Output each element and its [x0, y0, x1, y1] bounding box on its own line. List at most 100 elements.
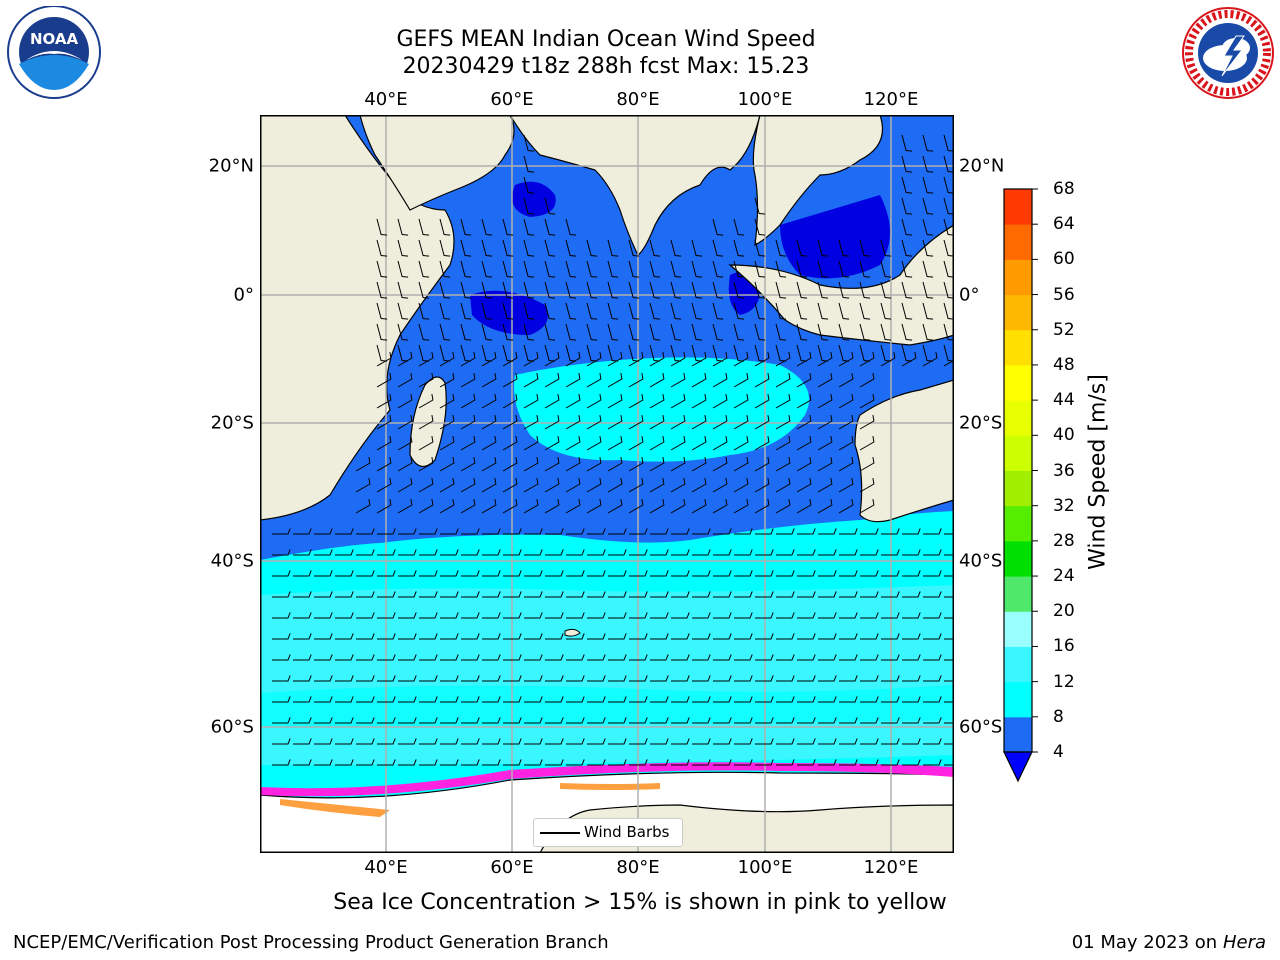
wind-barb: [293, 696, 312, 703]
wind-barb: [503, 528, 522, 535]
wind-barb: [376, 499, 392, 514]
wind-barb: [272, 738, 291, 745]
wind-barb: [797, 570, 816, 577]
colorbar-bin: [1004, 558, 1032, 577]
wind-barb: [692, 717, 711, 724]
colorbar-bin: [1004, 699, 1032, 718]
colorbar-tick-label: 16: [1053, 636, 1075, 657]
wind-barb: [859, 478, 875, 493]
wind-barb: [398, 654, 417, 661]
wind-barb: [776, 717, 795, 724]
wind-barb: [439, 281, 451, 299]
wind-barb: [418, 394, 434, 409]
wind-barb: [314, 570, 333, 577]
wind-barb: [314, 549, 333, 556]
wind-barb: [607, 499, 623, 514]
wind-barb: [797, 654, 816, 661]
wind-barb: [817, 499, 833, 514]
wind-barb: [712, 281, 724, 299]
wind-barb: [712, 373, 728, 388]
wind-barb: [460, 394, 476, 409]
wind-barb: [712, 499, 728, 514]
wind-barb: [587, 591, 606, 598]
wind-barb: [544, 415, 560, 430]
wind-barb: [922, 323, 934, 341]
wind-barb: [671, 570, 690, 577]
colorbar-tick-label: 52: [1053, 319, 1075, 340]
wind-barb: [629, 675, 648, 682]
wind-barb: [902, 612, 921, 619]
wind-barb: [817, 323, 829, 341]
wind-barb: [776, 654, 795, 661]
wind-barb: [397, 373, 413, 388]
wind-barb: [398, 759, 417, 766]
wind-barb: [755, 612, 774, 619]
wind-barb: [523, 302, 535, 320]
wind-barb: [376, 352, 392, 367]
wind-barb: [523, 176, 535, 194]
date-stamp: 01 May 2023 on Hera: [1072, 932, 1266, 953]
wind-barb: [923, 549, 942, 556]
wind-barb: [901, 155, 913, 173]
wind-barb: [439, 499, 455, 514]
map-subtitle: 20230429 t18z 288h fcst Max: 15.23: [402, 54, 810, 79]
wind-barb: [523, 197, 535, 215]
wind-barb: [377, 549, 396, 556]
wind-barb: [565, 281, 577, 299]
wind-barb: [482, 675, 501, 682]
wind-barb: [545, 675, 564, 682]
wind-barb: [859, 436, 875, 451]
wind-barb: [398, 528, 417, 535]
wind-barb: [587, 675, 606, 682]
wind-barb: [397, 457, 413, 472]
wind-barb: [691, 478, 707, 493]
wind-barb: [733, 218, 745, 236]
wind-barb: [544, 302, 556, 320]
wind-barb: [545, 570, 564, 577]
wind-barb: [608, 759, 627, 766]
wind-barb: [272, 696, 291, 703]
wind-barb: [440, 633, 459, 640]
wind-barb: [817, 281, 829, 299]
wind-barb: [692, 570, 711, 577]
wind-barb: [608, 633, 627, 640]
wind-barb: [439, 302, 451, 320]
wind-barb: [419, 591, 438, 598]
wind-barb: [838, 302, 850, 320]
wind-barb: [565, 457, 581, 472]
wind-barb: [691, 281, 703, 299]
wind-barb: [460, 373, 476, 388]
wind-barb: [692, 696, 711, 703]
wind-barb: [503, 591, 522, 598]
wind-barb: [523, 415, 539, 430]
wind-barb: [839, 633, 858, 640]
wind-barb: [755, 570, 774, 577]
lat-tick-right: 0°: [959, 284, 980, 306]
wind-barb: [670, 373, 686, 388]
wind-barb: [838, 436, 854, 451]
wind-barb: [649, 373, 665, 388]
wind-barb: [545, 738, 564, 745]
wind-barb: [818, 654, 837, 661]
wind-barb: [502, 218, 514, 236]
wind-barb: [944, 638, 954, 640]
wind-barb: [377, 675, 396, 682]
wind-barb: [670, 260, 682, 278]
wind-barb: [502, 352, 518, 367]
wind-barb: [670, 457, 686, 472]
wind-barb: [901, 281, 913, 299]
wind-barb: [629, 612, 648, 619]
wind-barb: [314, 675, 333, 682]
wind-barb: [670, 323, 682, 341]
wind-barb: [397, 415, 413, 430]
wind-barb: [314, 654, 333, 661]
wind-barb: [839, 675, 858, 682]
wind-barb: [628, 323, 640, 341]
wind-barb: [754, 478, 770, 493]
wind-barb: [859, 352, 875, 367]
wind-barb: [838, 373, 854, 388]
wind-barb: [523, 373, 539, 388]
wind-barb: [418, 478, 434, 493]
wind-barb: [460, 260, 472, 278]
wind-barb: [776, 591, 795, 598]
